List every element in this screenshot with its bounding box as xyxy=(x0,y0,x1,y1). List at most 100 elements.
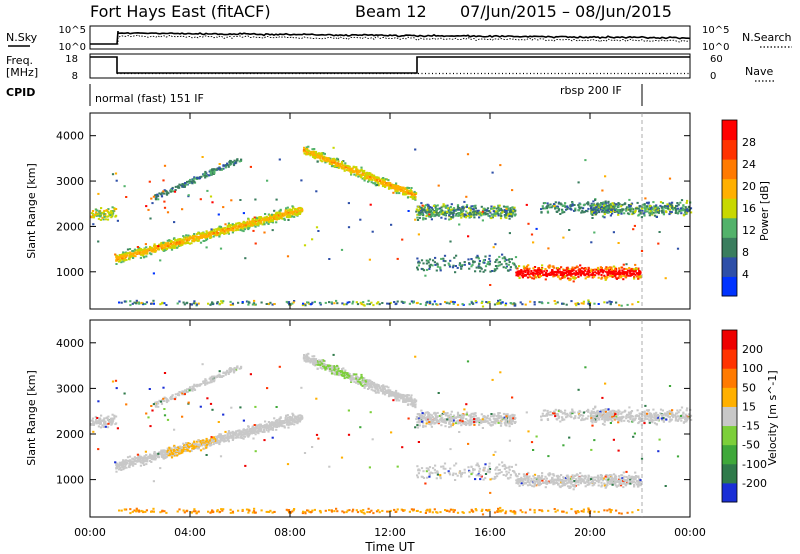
velocity-cell xyxy=(148,457,151,460)
power-cell xyxy=(524,269,527,272)
power-cell xyxy=(383,181,386,183)
velocity-cell xyxy=(302,356,306,359)
power-cell xyxy=(422,217,425,220)
power-cell xyxy=(486,207,490,210)
power-cell xyxy=(655,216,658,218)
velocity-cell xyxy=(133,456,136,459)
velocity-cell xyxy=(349,378,352,381)
power-cell xyxy=(465,195,468,198)
power-cell xyxy=(611,202,614,205)
power-cell xyxy=(179,238,182,240)
power-cell xyxy=(246,220,249,223)
power-cell xyxy=(621,269,624,272)
power-cell xyxy=(507,258,510,261)
power-cell xyxy=(247,225,250,228)
power-cell xyxy=(291,210,294,213)
velocity-cell xyxy=(280,421,283,424)
power-cell xyxy=(470,258,473,260)
power-cell xyxy=(274,218,277,221)
velocity-cell xyxy=(146,460,149,463)
power-cell xyxy=(594,209,598,212)
power-cell xyxy=(279,208,282,211)
power-cell xyxy=(475,213,478,216)
power-cell xyxy=(615,203,618,206)
power-cell xyxy=(313,148,316,150)
beam-label: Beam 12 xyxy=(355,2,427,21)
power-cell xyxy=(293,215,296,218)
power-cell xyxy=(612,207,615,210)
velocity-cell xyxy=(188,450,191,453)
power-cell xyxy=(494,211,497,214)
power-cell xyxy=(667,205,670,208)
velocity-cell xyxy=(406,394,409,396)
power-cell xyxy=(288,208,291,211)
power-cell xyxy=(629,272,632,275)
power-cell xyxy=(461,206,464,209)
velocity-cell xyxy=(118,465,121,468)
velocity-cell xyxy=(261,425,264,427)
velocity-cell xyxy=(231,430,234,433)
power-cell xyxy=(642,212,645,215)
power-cell xyxy=(234,225,237,228)
power-cell xyxy=(435,205,438,207)
power-cell xyxy=(479,266,482,269)
velocity-cell xyxy=(198,443,201,446)
velocity-cell xyxy=(241,431,244,434)
power-cell xyxy=(312,152,315,155)
velocity-cell xyxy=(223,438,226,440)
power-cell xyxy=(159,193,162,196)
power-cell xyxy=(103,209,106,212)
power-cell xyxy=(121,258,124,261)
power-cell xyxy=(516,271,519,274)
velocity-cell xyxy=(364,382,367,385)
power-cell xyxy=(621,209,624,212)
power-cell xyxy=(448,212,451,215)
power-cell xyxy=(592,210,595,213)
power-cell xyxy=(625,263,628,266)
power-cell xyxy=(484,269,487,272)
power-cell xyxy=(216,302,219,305)
power-cell xyxy=(233,159,236,162)
power-cell xyxy=(603,301,606,304)
power-cell xyxy=(633,211,637,213)
power-cell xyxy=(607,266,610,269)
velocity-cell xyxy=(287,423,290,426)
power-cell xyxy=(413,192,416,195)
power-cell xyxy=(434,206,437,209)
power-cell xyxy=(490,205,493,208)
power-cell xyxy=(541,264,544,267)
power-cell xyxy=(278,158,281,161)
power-cell xyxy=(247,303,250,306)
power-cell xyxy=(450,203,453,206)
velocity-cell xyxy=(313,361,317,364)
power-cell xyxy=(330,301,333,304)
velocity-cell xyxy=(380,388,383,391)
power-cell xyxy=(629,204,632,207)
power-cell xyxy=(139,248,142,250)
power-cell xyxy=(488,260,492,263)
power-cell xyxy=(226,228,229,230)
power-cell xyxy=(426,203,429,206)
power-cell xyxy=(639,271,642,274)
power-cell xyxy=(173,221,176,224)
power-cell xyxy=(590,207,593,209)
power-cell xyxy=(129,251,132,254)
power-cell xyxy=(563,272,566,275)
velocity-cell xyxy=(385,392,388,394)
power-cell xyxy=(335,163,339,166)
velocity-cell xyxy=(129,459,132,462)
power-cell xyxy=(343,164,347,167)
power-cell xyxy=(389,186,392,189)
power-cell xyxy=(209,237,212,239)
power-cell xyxy=(272,214,276,217)
power-cell xyxy=(618,273,621,276)
power-cell xyxy=(656,209,659,212)
power-cell xyxy=(614,266,617,269)
velocity-cell xyxy=(119,463,122,466)
power-cell xyxy=(443,204,446,207)
power-cell xyxy=(229,300,232,303)
power-cell xyxy=(359,175,362,177)
power-cell xyxy=(636,207,640,210)
power-cell xyxy=(687,205,691,208)
power-cell xyxy=(217,213,220,216)
